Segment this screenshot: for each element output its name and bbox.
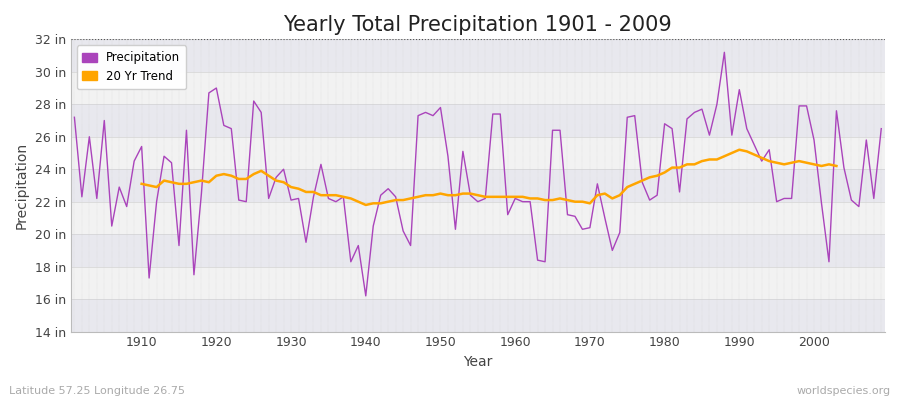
Y-axis label: Precipitation: Precipitation — [15, 142, 29, 229]
Bar — [71, 169, 885, 202]
Bar — [71, 299, 885, 332]
Text: worldspecies.org: worldspecies.org — [796, 386, 891, 396]
Bar — [71, 202, 885, 234]
Bar — [71, 104, 885, 137]
Text: Latitude 57.25 Longitude 26.75: Latitude 57.25 Longitude 26.75 — [9, 386, 185, 396]
Bar — [71, 72, 885, 104]
Bar — [71, 234, 885, 267]
Legend: Precipitation, 20 Yr Trend: Precipitation, 20 Yr Trend — [76, 45, 186, 89]
X-axis label: Year: Year — [464, 355, 492, 369]
Bar — [71, 137, 885, 169]
Title: Yearly Total Precipitation 1901 - 2009: Yearly Total Precipitation 1901 - 2009 — [284, 15, 672, 35]
Bar — [71, 267, 885, 299]
Bar — [71, 39, 885, 72]
